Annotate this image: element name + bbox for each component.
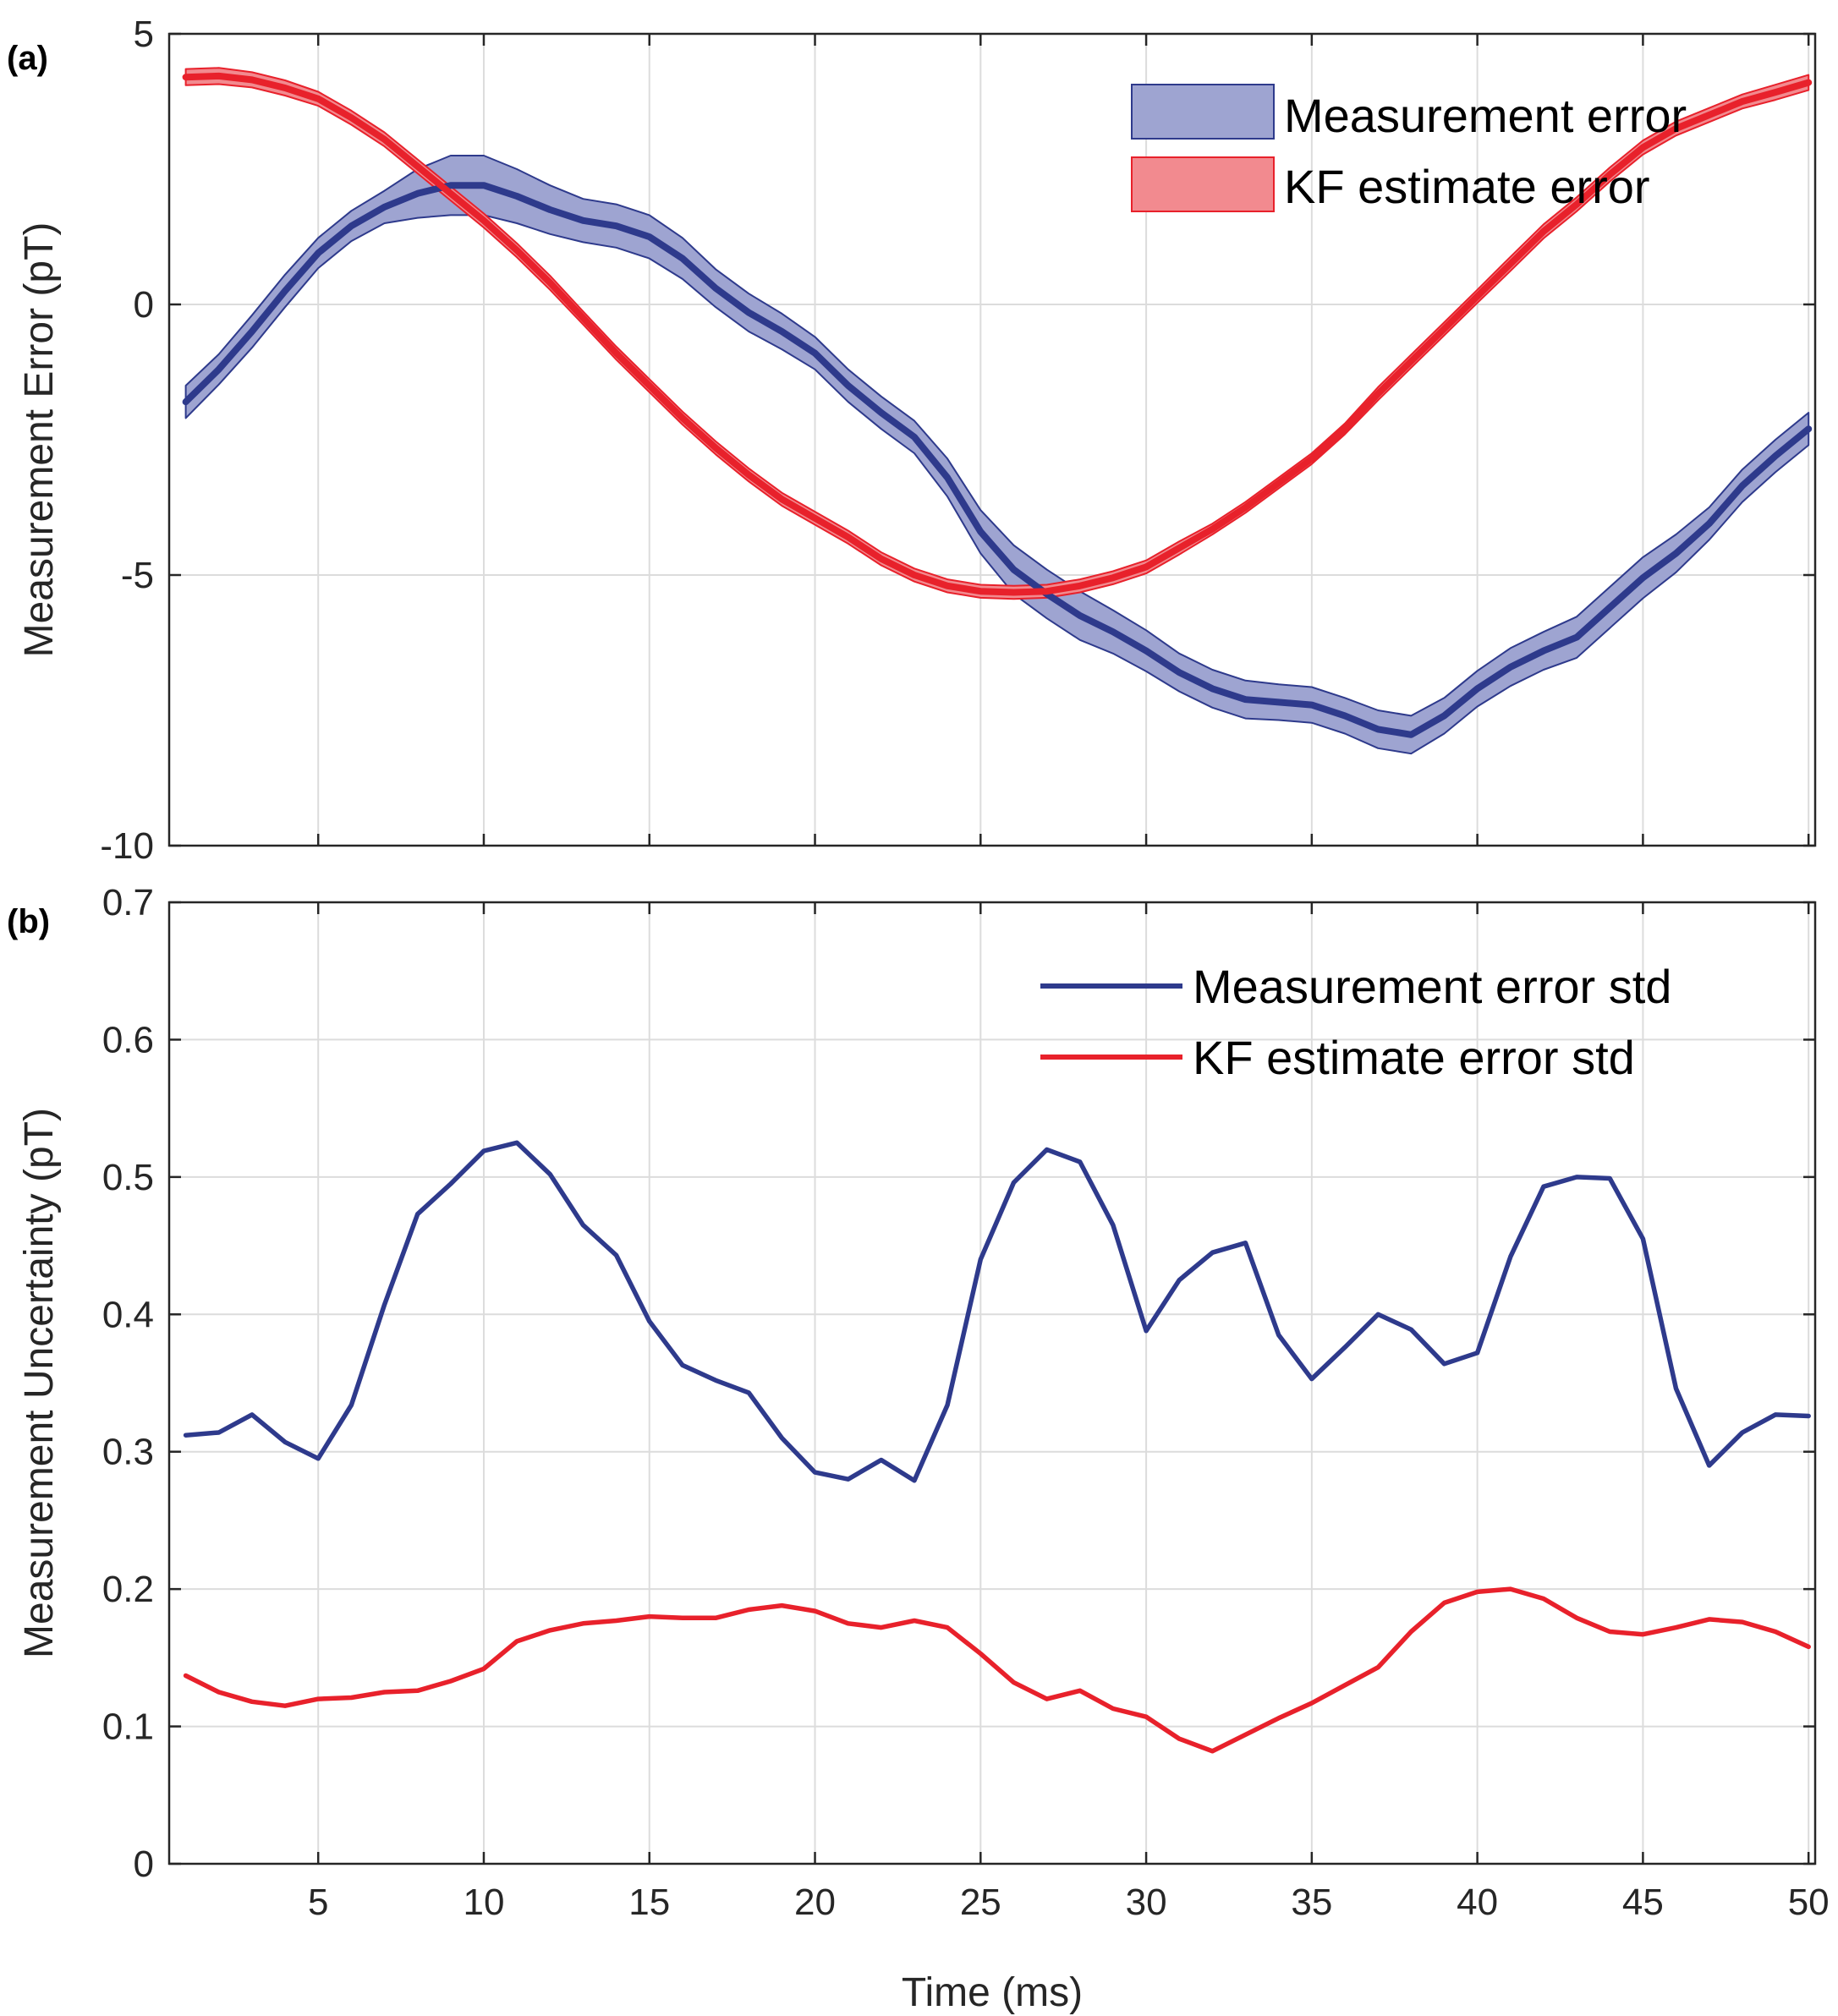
panel-b-axes-box [167, 901, 1817, 1865]
panel-a-bands [184, 67, 1810, 755]
panel-b-uncertainty-chart: (b) 5 10 15 20 25 30 35 40 45 50 0.7 0.6 0.5 0.4 0.3 0.… [7, 882, 1830, 2015]
y-tick-label: 0.6 [102, 1019, 154, 1060]
y-tick-label: -10 [100, 825, 154, 867]
panel-a-axes-box [167, 32, 1817, 847]
x-tick-label: 5 [308, 1882, 328, 1923]
panel-a-ticks: 5 0 -5 -10 [100, 14, 1815, 867]
panel-a-legend: Measurement error KF estimate error [1131, 84, 1687, 213]
legend-label-kf-estimate-error: KF estimate error [1284, 160, 1650, 213]
x-tick-label: 50 [1788, 1882, 1830, 1923]
line-series-1 [183, 1586, 1811, 1754]
y-tick-label: 0.5 [102, 1157, 154, 1198]
panel-b-plot-area [169, 902, 1815, 1864]
y-tick-label: -5 [121, 555, 154, 596]
legend-label-kf-estimate-error-std: KF estimate error std [1193, 1031, 1635, 1084]
x-tick-label: 15 [628, 1882, 670, 1923]
x-tick-label: 45 [1622, 1882, 1664, 1923]
legend-label-measurement-error: Measurement error [1284, 89, 1687, 142]
panel-b-x-axis-label: Time (ms) [902, 1970, 1083, 2015]
panel-b-legend: Measurement error std KF estimate error … [1040, 960, 1671, 1084]
panel-a-label: (a) [7, 40, 48, 77]
x-tick-label: 10 [463, 1882, 504, 1923]
panel-b-y-axis-label: Measurement Uncertainty (pT) [17, 1108, 62, 1658]
x-tick-label: 20 [794, 1882, 836, 1923]
panel-a-error-chart: (a) 5 0 -5 -10 Measurement Error (pT) Measu… [7, 14, 1817, 867]
y-tick-label: 0.7 [102, 882, 154, 923]
x-tick-label: 30 [1126, 1882, 1167, 1923]
panel-b-lines [183, 1140, 1811, 1754]
y-tick-label: 0.4 [102, 1294, 154, 1335]
y-tick-label: 0.2 [102, 1569, 154, 1610]
line-series-0 [183, 1140, 1811, 1483]
y-tick-label: 0.1 [102, 1706, 154, 1748]
panel-a-plot-area [169, 34, 1815, 846]
legend-swatch-kf-estimate-error [1131, 156, 1275, 212]
panel-a-y-axis-label: Measurement Error (pT) [17, 222, 62, 658]
panel-a-lines [182, 72, 1813, 738]
legend-swatch-measurement-error [1131, 84, 1275, 140]
panel-b-ticks: 5 10 15 20 25 30 35 40 45 50 0.7 0.6 0.5 0.4 0.3 0.2 0.1… [102, 882, 1830, 1923]
x-tick-label: 35 [1291, 1882, 1332, 1923]
panel-b-label: (b) [7, 903, 50, 940]
band-series-0 [184, 155, 1810, 755]
x-tick-label: 40 [1457, 1882, 1498, 1923]
line-series-0 [182, 182, 1813, 738]
y-tick-label: 0 [134, 284, 154, 326]
line-series-1 [182, 72, 1813, 596]
y-tick-label: 0 [134, 1843, 154, 1885]
y-tick-label: 0.3 [102, 1432, 154, 1473]
y-tick-label: 5 [134, 14, 154, 55]
band-series-1 [184, 67, 1810, 600]
legend-label-measurement-error-std: Measurement error std [1193, 960, 1671, 1013]
x-tick-label: 25 [960, 1882, 1001, 1923]
